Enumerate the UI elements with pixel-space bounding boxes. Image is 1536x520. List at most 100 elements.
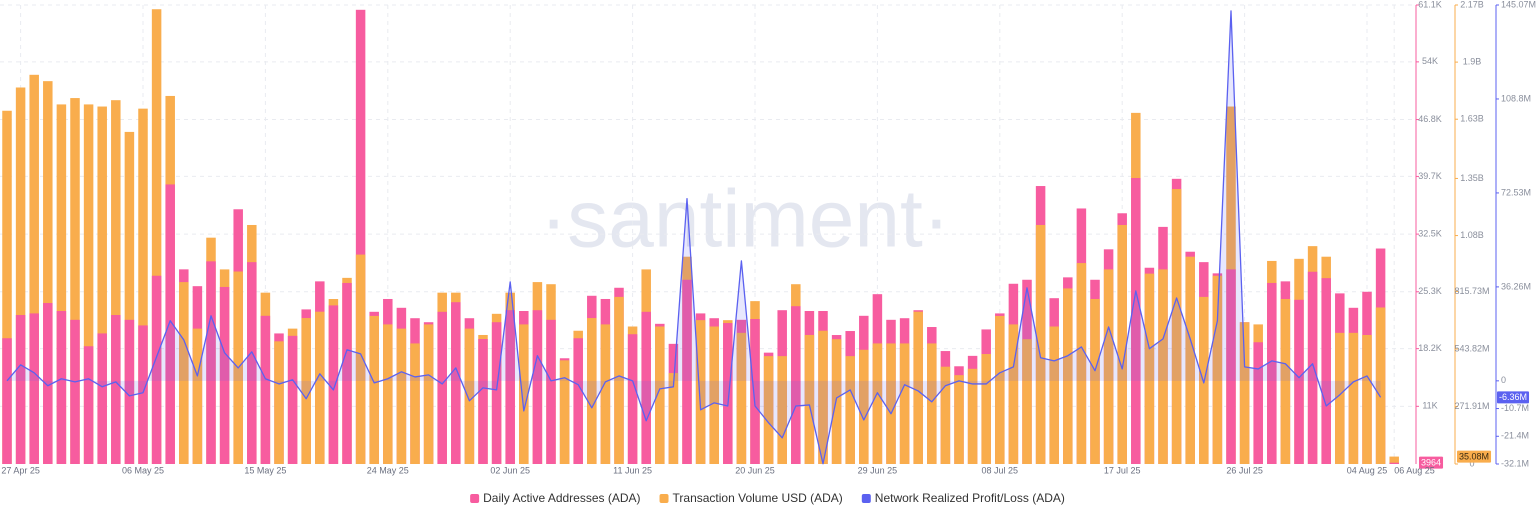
x-tick-label: 06 May 25 <box>122 465 164 475</box>
bar <box>587 318 597 464</box>
bar <box>1035 224 1046 464</box>
y-tick-label: 1.35B <box>1460 173 1484 183</box>
line <box>6 10 1382 465</box>
bar <box>668 373 679 464</box>
y-tick-label: 0 <box>1469 458 1474 468</box>
bar <box>1008 324 1019 464</box>
bar <box>981 354 991 464</box>
y-tick-label: 32.5K <box>1418 228 1442 238</box>
badge-label: -6.36M <box>1499 392 1527 402</box>
bar <box>260 315 271 464</box>
bar <box>913 311 923 464</box>
bar <box>804 334 815 464</box>
bar <box>736 332 747 464</box>
y-tick-label: 46.8K <box>1418 114 1442 124</box>
legend-label: Network Realized Profit/Loss (ADA) <box>875 491 1065 505</box>
bar <box>1144 273 1155 464</box>
bar <box>546 319 556 464</box>
y-tick-label: 108.8M <box>1501 93 1531 103</box>
bar <box>1063 288 1073 464</box>
y-tick-label: 0 <box>1501 375 1506 385</box>
bar <box>328 305 339 464</box>
x-tick-label: 24 May 25 <box>367 465 409 475</box>
legend-label: Transaction Volume USD (ADA) <box>673 491 843 505</box>
y-tick-label: 2.17B <box>1460 0 1484 9</box>
y-tick-label: 25.3K <box>1418 286 1442 296</box>
x-tick-label: 11 Jun 25 <box>613 465 652 475</box>
bar <box>1103 269 1114 464</box>
y-tick-label: 11K <box>1422 401 1437 411</box>
y-tick-label: 72.53M <box>1501 187 1531 197</box>
bar <box>1239 322 1250 464</box>
bar <box>342 282 352 464</box>
bar <box>124 131 135 464</box>
bar <box>478 339 488 464</box>
bar <box>954 375 964 464</box>
bar <box>1307 271 1318 464</box>
bar <box>818 330 828 464</box>
bar <box>192 328 203 464</box>
x-tick-label: 08 Jul 25 <box>982 465 1019 475</box>
bar <box>927 343 937 464</box>
badge-label: 3964 <box>1421 458 1441 468</box>
bar <box>763 356 774 464</box>
bar <box>831 339 842 464</box>
x-tick-label: 26 Jul 25 <box>1226 465 1263 475</box>
axes: 11K 18.2K 25.3K 32.5K 39.7K 46.8K 54K 61.1K 0 271… <box>1415 0 1536 469</box>
bar <box>641 311 651 464</box>
y-tick-label: -32.1M <box>1501 458 1529 468</box>
bar <box>1158 269 1168 464</box>
bar <box>1090 299 1100 464</box>
bar <box>1389 462 1399 464</box>
legend-swatch <box>470 494 480 503</box>
bar <box>532 310 543 464</box>
bar <box>355 9 366 465</box>
x-tick-label: 06 Aug 25 <box>1394 465 1435 475</box>
bar <box>519 324 529 464</box>
y-tick-label: -21.4M <box>1501 431 1529 441</box>
bar <box>206 261 216 464</box>
bar <box>1131 178 1141 464</box>
bar <box>97 106 107 464</box>
bar <box>967 368 978 464</box>
y-tick-label: 1.63B <box>1460 114 1484 124</box>
bar <box>43 81 53 465</box>
bar <box>247 262 257 464</box>
x-tick-label: 15 May 25 <box>244 465 286 475</box>
bar <box>791 306 801 464</box>
bar <box>1362 334 1372 464</box>
bar <box>383 324 393 464</box>
x-tick-label: 17 Jul 25 <box>1104 465 1141 475</box>
badge-bg <box>1419 456 1444 469</box>
bar <box>1185 256 1195 464</box>
bar <box>301 318 311 464</box>
bar <box>2 110 12 464</box>
bar <box>396 328 407 464</box>
badge-bg <box>1497 391 1530 404</box>
bar <box>750 319 760 464</box>
bar <box>1321 278 1331 464</box>
y-tick-label: 1.08B <box>1460 230 1484 240</box>
line-area <box>7 10 1381 464</box>
x-tick-label: 29 Jun 25 <box>858 465 898 475</box>
bar <box>274 341 284 464</box>
bar <box>1049 326 1059 464</box>
bar <box>29 313 39 464</box>
bar <box>600 324 611 464</box>
bar <box>573 338 583 464</box>
bar <box>627 334 638 464</box>
badge-label: 35.08M <box>1459 451 1489 461</box>
bar <box>859 349 869 464</box>
bar <box>709 326 719 464</box>
bar <box>491 322 502 464</box>
y-tick-label: 815.73M <box>1454 286 1489 296</box>
bar <box>1212 275 1223 464</box>
bars <box>2 9 1399 465</box>
bar <box>1335 332 1345 464</box>
bar <box>1294 299 1304 464</box>
x-tick-label: 02 Jun 25 <box>490 465 530 475</box>
bar <box>505 310 515 464</box>
bar <box>1171 189 1182 464</box>
